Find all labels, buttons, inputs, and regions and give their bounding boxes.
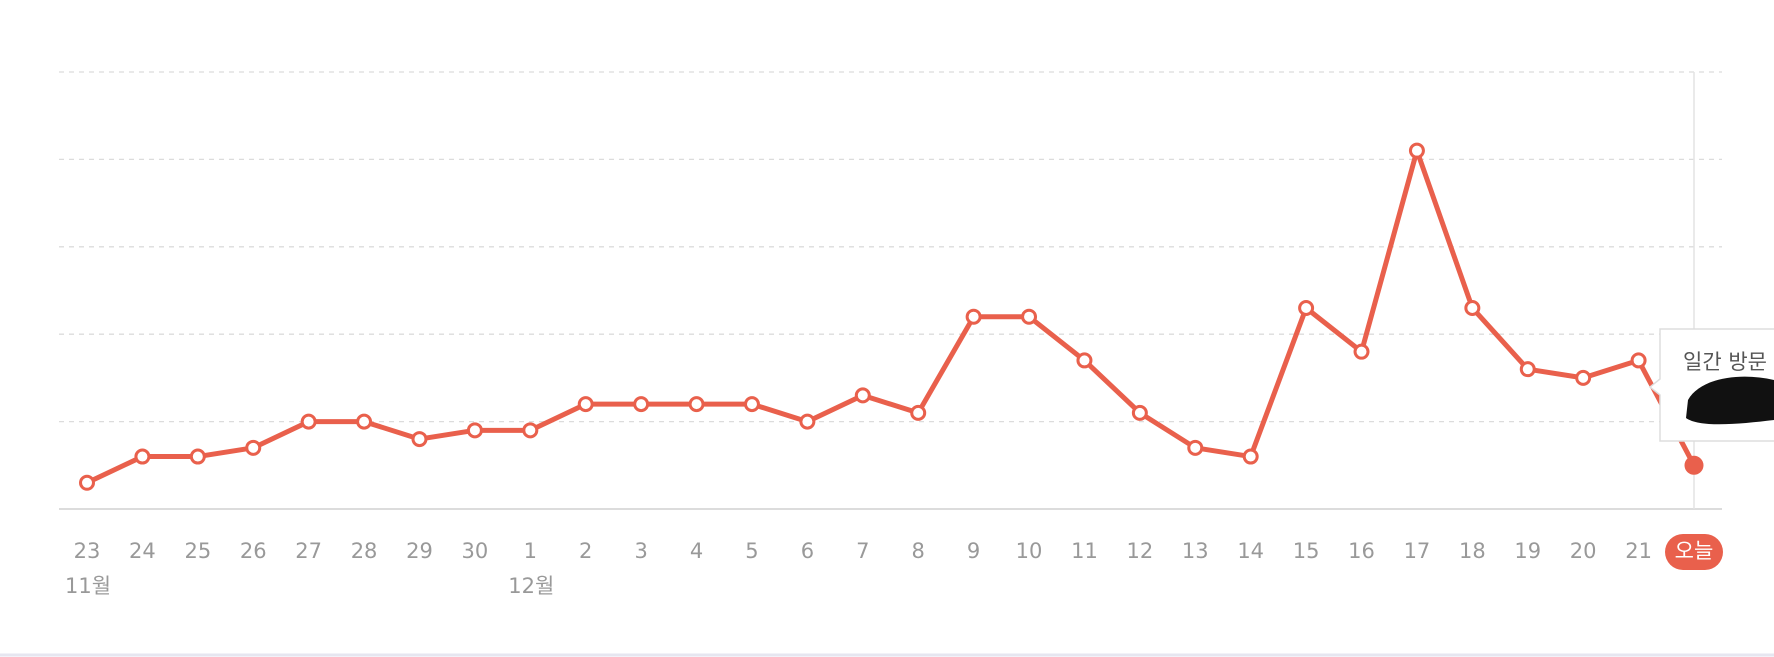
data-point xyxy=(633,396,650,413)
data-point xyxy=(1021,308,1038,325)
x-tick-label: 28 xyxy=(351,539,378,563)
x-tick-label: 27 xyxy=(295,539,322,563)
data-point xyxy=(1630,352,1647,369)
x-tick-label: 13 xyxy=(1182,539,1209,563)
data-point xyxy=(910,404,927,421)
redaction xyxy=(1686,376,1774,425)
x-tick-label: 21 xyxy=(1625,539,1652,563)
data-point xyxy=(1464,299,1481,316)
data-point xyxy=(79,474,95,491)
data-point xyxy=(522,422,539,439)
x-tick-label: 오늘 xyxy=(1675,539,1714,563)
x-tick-label: 9 xyxy=(967,539,980,563)
data-point xyxy=(300,413,317,430)
data-point xyxy=(1353,343,1370,360)
data-point xyxy=(577,396,594,413)
data-point xyxy=(799,413,816,430)
x-tick-label: 1 xyxy=(524,539,537,563)
data-point xyxy=(1519,361,1536,378)
x-tick-label: 10 xyxy=(1016,539,1043,563)
series-line xyxy=(85,148,1697,486)
x-tick-label: 2 xyxy=(579,539,592,563)
x-tick-label: 6 xyxy=(801,539,814,563)
data-point xyxy=(411,431,428,448)
data-point xyxy=(743,396,760,413)
data-point xyxy=(1298,299,1315,316)
grid xyxy=(59,71,1722,423)
x-tick-label: 11 xyxy=(1071,539,1098,563)
x-tick-label: 23 xyxy=(74,539,101,563)
data-point xyxy=(1131,404,1148,421)
x-tick-label: 20 xyxy=(1570,539,1597,563)
x-tick-label: 7 xyxy=(856,539,869,563)
x-tick-label: 12 xyxy=(1126,539,1153,563)
data-point xyxy=(134,448,151,465)
x-tick-label: 25 xyxy=(184,539,211,563)
x-tick-label: 18 xyxy=(1459,539,1486,563)
data-point xyxy=(189,448,206,465)
data-point xyxy=(688,396,705,413)
data-point xyxy=(1575,369,1592,386)
data-point xyxy=(854,387,871,404)
month-label: 11월 xyxy=(65,574,111,598)
x-tick-label: 8 xyxy=(912,539,925,563)
x-tick-label: 29 xyxy=(406,539,433,563)
tooltip: 일간 방문 xyxy=(1648,328,1774,442)
x-tick-label: 3 xyxy=(634,539,647,563)
x-tick-label: 26 xyxy=(240,539,267,563)
month-label: 12월 xyxy=(508,574,554,598)
x-tick-label: 24 xyxy=(129,539,156,563)
data-point xyxy=(466,422,483,439)
x-tick-label: 19 xyxy=(1514,539,1541,563)
data-point xyxy=(965,308,982,325)
data-point xyxy=(1242,448,1259,465)
data-point xyxy=(1187,439,1204,456)
data-point xyxy=(1684,455,1704,475)
x-tick-label: 16 xyxy=(1348,539,1375,563)
data-point xyxy=(245,439,262,456)
x-tick-label: 14 xyxy=(1237,539,1264,563)
x-tick-label: 5 xyxy=(745,539,758,563)
data-point xyxy=(356,413,373,430)
today-badge xyxy=(1665,534,1723,570)
x-tick-label: 15 xyxy=(1293,539,1320,563)
tooltip-title: 일간 방문 xyxy=(1683,350,1767,374)
data-point xyxy=(1076,352,1093,369)
x-tick-label: 30 xyxy=(462,539,489,563)
x-tick-label: 17 xyxy=(1404,539,1431,563)
data-point xyxy=(1408,142,1425,159)
x-tick-label: 4 xyxy=(690,539,703,563)
